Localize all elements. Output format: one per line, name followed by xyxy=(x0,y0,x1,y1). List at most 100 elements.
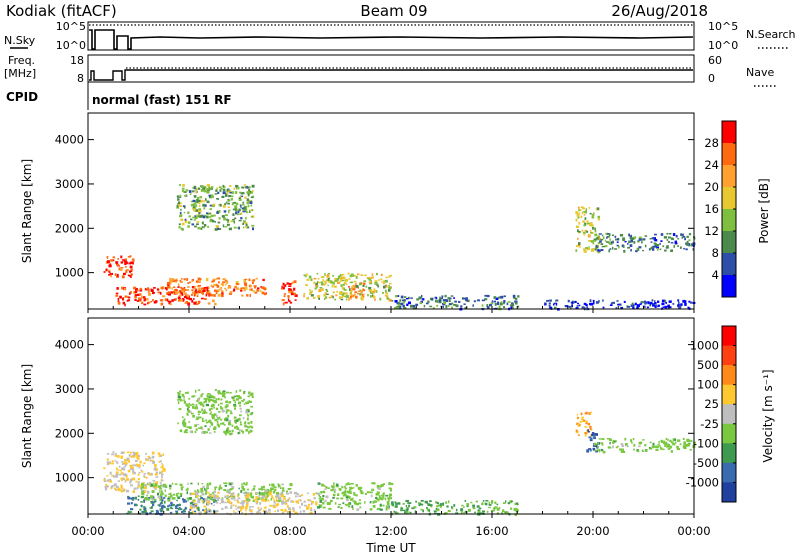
echo-cell-power-5 xyxy=(192,199,196,203)
echo-cell-velocity-0 xyxy=(113,487,116,490)
echo-cell-velocity-3 xyxy=(214,496,217,500)
echo-cell-velocity-0 xyxy=(158,471,162,475)
echo-cell-power-9 xyxy=(616,238,620,241)
echo-cell-power-5 xyxy=(232,201,236,204)
echo-cell-power-7 xyxy=(441,295,444,298)
echo-cell-power-5 xyxy=(190,218,193,221)
echo-cell-power-9 xyxy=(664,249,667,252)
echo-cell-velocity-3 xyxy=(217,497,220,500)
echo-cell-power-6 xyxy=(345,283,348,286)
echo-cell-power-4 xyxy=(361,293,363,296)
echo-cell-power-0 xyxy=(124,266,127,268)
echo-cell-velocity-4 xyxy=(234,401,236,404)
echo-cell-power-6 xyxy=(387,297,390,300)
echo-cell-velocity-4 xyxy=(179,390,182,393)
echo-cell-power-10 xyxy=(630,304,634,308)
echo-cell-velocity-2 xyxy=(167,499,171,502)
echo-cell-velocity-3 xyxy=(263,499,267,502)
echo-cell-velocity-3 xyxy=(276,495,279,498)
echo-cell-velocity-3 xyxy=(220,498,224,501)
freq-frame xyxy=(87,54,695,83)
echo-cell-power-5 xyxy=(176,195,180,198)
echo-cell-power-3 xyxy=(287,296,290,299)
echo-cell-power-0 xyxy=(129,265,133,269)
echo-cell-velocity-4 xyxy=(185,431,189,434)
echo-cell-velocity-5 xyxy=(342,494,345,497)
echo-cell-velocity-9 xyxy=(620,443,624,446)
echo-cell-velocity-7 xyxy=(586,420,588,423)
echo-cell-velocity-0 xyxy=(135,480,138,483)
echo-cell-velocity-4 xyxy=(223,394,226,398)
echo-cell-velocity-1 xyxy=(208,509,212,513)
echo-cell-velocity-0 xyxy=(154,488,157,491)
echo-cell-power-6 xyxy=(327,284,329,287)
echo-cell-velocity-6 xyxy=(430,506,433,508)
echo-cell-power-1 xyxy=(207,292,211,295)
echo-cell-power-2 xyxy=(210,294,214,296)
echo-cell-velocity-9 xyxy=(624,437,627,441)
echo-cell-power-10 xyxy=(667,304,670,308)
echo-cell-power-3 xyxy=(281,285,283,288)
echo-cell-velocity-1 xyxy=(175,510,178,512)
echo-cell-power-5 xyxy=(183,211,186,214)
echo-cell-power-9 xyxy=(642,249,644,252)
echo-cell-power-10 xyxy=(567,299,570,303)
echo-cell-power-5 xyxy=(194,225,197,228)
echo-cell-power-6 xyxy=(351,285,354,288)
echo-cell-power-2 xyxy=(192,286,196,289)
echo-cell-velocity-4 xyxy=(201,427,204,430)
echo-cell-velocity-9 xyxy=(654,445,657,448)
echo-cell-power-6 xyxy=(338,292,342,295)
echo-cell-power-7 xyxy=(410,297,413,299)
echo-cell-power-6 xyxy=(349,274,352,278)
echo-cell-velocity-3 xyxy=(279,493,282,496)
echo-cell-velocity-6 xyxy=(507,502,511,505)
echo-cell-power-5 xyxy=(202,187,206,190)
echo-cell-velocity-0 xyxy=(130,455,134,458)
echo-cell-power-1 xyxy=(205,293,208,297)
echo-cell-power-9 xyxy=(654,244,658,248)
echo-cell-power-5 xyxy=(229,195,232,197)
echo-cell-velocity-9 xyxy=(670,450,673,453)
echo-cell-power-3 xyxy=(286,282,290,285)
echo-cell-velocity-0 xyxy=(130,467,132,470)
echo-cell-power-1 xyxy=(146,288,148,290)
echo-cell-power-7 xyxy=(394,306,397,310)
echo-cell-velocity-2 xyxy=(141,492,145,496)
echo-cell-velocity-0 xyxy=(106,461,109,465)
echo-cell-power-4 xyxy=(363,282,366,285)
echo-cell-velocity-4 xyxy=(186,412,188,415)
echo-cell-velocity-5 xyxy=(382,496,385,499)
echo-cell-velocity-4 xyxy=(250,405,253,408)
echo-cell-power-2 xyxy=(166,292,168,295)
echo-cell-velocity-3 xyxy=(310,507,312,510)
echo-cell-velocity-3 xyxy=(208,494,211,497)
echo-cell-power-2 xyxy=(204,289,206,292)
echo-cell-velocity-2 xyxy=(281,483,284,486)
echo-cell-velocity-6 xyxy=(509,500,512,503)
echo-cell-power-0 xyxy=(108,271,111,273)
echo-cell-power-9 xyxy=(651,237,655,240)
echo-cell-power-9 xyxy=(652,245,656,248)
echo-cell-velocity-4 xyxy=(188,397,191,400)
echo-cell-power-5 xyxy=(206,184,210,187)
echo-cell-power-7 xyxy=(398,301,400,304)
echo-cell-power-5 xyxy=(203,200,206,203)
echo-cell-velocity-0 xyxy=(129,465,132,468)
echo-cell-velocity-0 xyxy=(148,457,152,460)
echo-cell-power-6 xyxy=(336,278,339,281)
echo-cell-velocity-0 xyxy=(149,472,153,476)
echo-cell-power-5 xyxy=(179,214,183,217)
echo-cell-velocity-3 xyxy=(226,494,229,497)
echo-cell-velocity-1 xyxy=(170,501,173,504)
echo-cell-power-8 xyxy=(579,209,582,212)
echo-cell-power-5 xyxy=(246,198,250,202)
echo-cell-velocity-4 xyxy=(196,423,200,426)
echo-cell-velocity-4 xyxy=(246,413,249,416)
echo-cell-power-1 xyxy=(147,290,150,294)
echo-cell-power-5 xyxy=(187,211,190,214)
echo-cell-velocity-1 xyxy=(130,508,134,511)
echo-cell-velocity-5 xyxy=(322,506,326,509)
echo-cell-power-8 xyxy=(577,216,580,219)
echo-cell-power-7 xyxy=(447,304,450,307)
